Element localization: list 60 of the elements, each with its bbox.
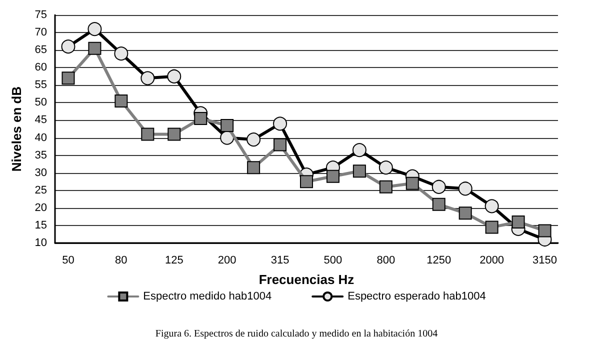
point xyxy=(378,160,393,175)
y-tick-label: 65 xyxy=(34,44,47,56)
point xyxy=(88,42,102,55)
point xyxy=(194,112,208,125)
y-tick-label: 55 xyxy=(34,79,47,92)
point xyxy=(512,215,525,228)
point xyxy=(538,224,552,238)
point xyxy=(352,143,366,158)
point xyxy=(141,128,154,141)
point xyxy=(61,40,76,54)
point xyxy=(432,198,446,211)
y-tick-label: 15 xyxy=(34,219,47,232)
y-tick-label: 20 xyxy=(34,202,47,214)
point xyxy=(458,206,472,220)
point xyxy=(273,116,288,131)
point xyxy=(114,46,128,61)
text: Figura 6. Espectros de ruido calculado y medido en la habitación 1004 xyxy=(155,328,438,340)
point xyxy=(485,220,498,234)
point xyxy=(300,175,313,188)
point xyxy=(274,138,287,152)
point xyxy=(220,118,234,132)
y-tick-label: 70 xyxy=(34,26,47,39)
y-tick-label: 25 xyxy=(34,184,47,196)
legend-label: Espectro medido hab1004 xyxy=(143,290,272,302)
y-tick-label: 10 xyxy=(34,237,47,249)
y-tick-label: 35 xyxy=(34,149,47,162)
x-tick-label: 125 xyxy=(164,254,184,266)
y-tick-label: 30 xyxy=(34,166,47,179)
x-tick-label: 200 xyxy=(218,254,236,266)
point xyxy=(352,164,366,178)
point xyxy=(326,170,340,183)
point xyxy=(247,161,260,174)
legend-label: Espectro esperado hab1004 xyxy=(348,290,486,302)
point xyxy=(167,69,182,84)
point xyxy=(379,180,392,194)
x-tick-label: 500 xyxy=(324,254,342,266)
point xyxy=(114,94,128,108)
point xyxy=(246,132,261,147)
x-tick-label: 315 xyxy=(270,254,290,266)
y-tick-label: 40 xyxy=(34,132,47,144)
x-tick-label: 80 xyxy=(115,254,128,266)
x-tick-label: 2000 xyxy=(480,254,504,266)
point xyxy=(168,128,181,141)
point xyxy=(458,182,472,196)
y-tick-label: 60 xyxy=(34,62,47,74)
point xyxy=(484,199,499,214)
y-tick-label: 75 xyxy=(34,9,47,21)
x-tick-label: 3150 xyxy=(532,254,558,266)
y-tick-label: 45 xyxy=(34,114,47,126)
point xyxy=(88,22,102,36)
x-tick-label: 1250 xyxy=(426,254,452,266)
point xyxy=(432,180,446,194)
y-axis-title: Niveles en dB xyxy=(9,86,24,172)
point xyxy=(406,176,419,190)
point xyxy=(140,71,155,86)
point xyxy=(62,72,75,85)
x-axis-title: Frecuencias Hz xyxy=(258,272,355,287)
y-tick-label: 50 xyxy=(34,96,47,109)
x-tick-label: 50 xyxy=(62,254,74,266)
x-tick-label: 800 xyxy=(376,254,396,266)
